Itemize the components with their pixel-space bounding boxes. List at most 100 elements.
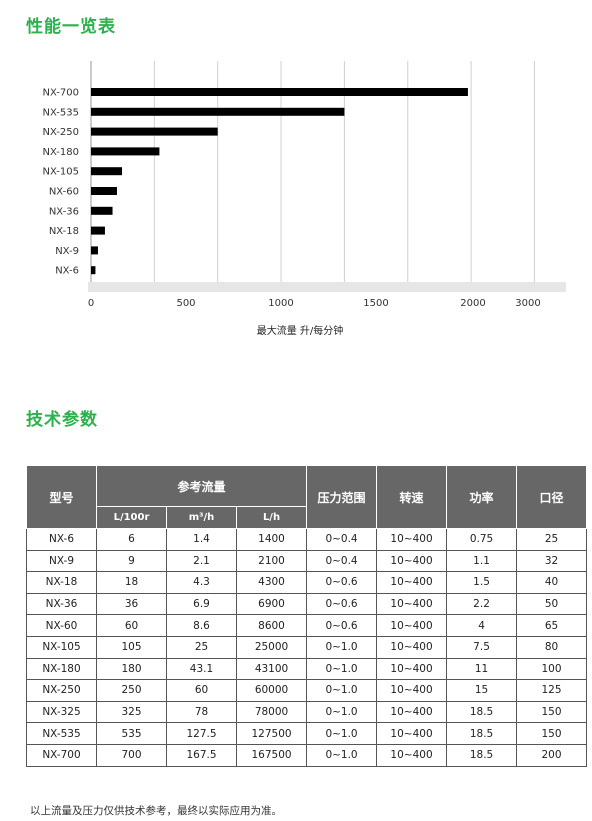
table-cell: NX-250 xyxy=(26,679,97,702)
table-cell: 150 xyxy=(516,722,588,745)
x-tick-label: 1500 xyxy=(363,298,388,309)
bar xyxy=(91,187,117,195)
table-cell: 0~1.0 xyxy=(306,657,378,681)
table-cell: 0~0.6 xyxy=(306,592,378,616)
table-cell: NX-535 xyxy=(26,722,97,745)
table-cell: 125 xyxy=(516,679,588,702)
table-cell: 1.4 xyxy=(166,528,237,551)
table-cell: 0.75 xyxy=(446,528,518,551)
table-cell: NX-18 xyxy=(26,571,97,594)
bar xyxy=(91,206,113,215)
bar xyxy=(91,266,96,275)
x-tick-label: 2000 xyxy=(460,298,485,309)
table-cell: 18.5 xyxy=(446,722,518,745)
chart-grid xyxy=(90,61,535,287)
table-cell: 2.1 xyxy=(166,549,237,573)
table-cell: 9 xyxy=(96,549,167,573)
category-label: NX-36 xyxy=(49,206,79,217)
table-cell: 43.1 xyxy=(166,657,237,681)
table-cell: 60 xyxy=(166,679,237,702)
table-cell: 8.6 xyxy=(166,614,237,637)
table-cell: 0~0.6 xyxy=(306,614,378,637)
table-cell: 6.9 xyxy=(166,592,237,616)
table-cell: 18.5 xyxy=(446,743,518,767)
category-label: NX-700 xyxy=(42,88,79,99)
table-cell: 60 xyxy=(96,614,167,637)
table-cell: 0~1.0 xyxy=(306,700,378,724)
table-cell: 40 xyxy=(516,571,588,594)
table-cell: 25 xyxy=(166,635,237,659)
table-cell: 10~400 xyxy=(376,592,448,616)
table-cell: NX-180 xyxy=(26,657,97,681)
table-cell: 78 xyxy=(166,700,237,724)
bar xyxy=(91,246,98,255)
table-cell: 10~400 xyxy=(376,549,448,573)
category-label: NX-250 xyxy=(42,127,79,138)
table-section-title: 技术参数 xyxy=(26,410,98,430)
table-cell: 4 xyxy=(446,614,518,637)
table-cell: 32 xyxy=(516,549,588,573)
footnote: 以上流量及压力仅供技术参考，最终以实际应用为准。 xyxy=(30,805,282,817)
category-label: NX-60 xyxy=(49,187,79,198)
table-cell: 167.5 xyxy=(166,743,237,767)
table-cell: 1400 xyxy=(235,528,308,551)
header-power: 功率 xyxy=(446,465,518,529)
header-flow-group: 参考流量 xyxy=(95,465,308,507)
table-cell: 11 xyxy=(446,657,518,681)
table-cell: 10~400 xyxy=(376,679,448,702)
table-row: NX-9 9 2.1 2100 0~0.4 10~400 1.1 32 xyxy=(26,549,588,573)
table-cell: 10~400 xyxy=(376,657,448,681)
table-cell: 65 xyxy=(516,614,588,637)
table-cell: NX-105 xyxy=(26,635,97,659)
table-row: NX-6 6 1.4 1400 0~0.4 10~400 0.75 25 xyxy=(26,528,588,551)
table-cell: NX-6 xyxy=(26,528,97,551)
table-cell: 25000 xyxy=(235,635,308,659)
bar xyxy=(91,167,123,176)
table-cell: 25 xyxy=(516,528,588,551)
bar xyxy=(91,127,218,136)
table-cell: 0~0.6 xyxy=(306,571,378,594)
table-row: NX-18 18 4.3 4300 0~0.6 10~400 1.5 40 xyxy=(26,571,588,594)
table-cell: 105 xyxy=(96,635,167,659)
table-cell: 0~1.0 xyxy=(306,722,378,745)
table-cell: 15 xyxy=(446,679,518,702)
table-cell: 0~0.4 xyxy=(306,528,378,551)
chart-category-labels: NX-700 NX-535 NX-250 NX-180 NX-105 NX-60 NX-36… xyxy=(42,88,79,277)
table-cell: NX-700 xyxy=(26,743,97,767)
chart-bars xyxy=(91,88,468,275)
x-tick-label: 500 xyxy=(176,298,195,309)
table-cell: 10~400 xyxy=(376,635,448,659)
table-cell: 80 xyxy=(516,635,588,659)
header-flow-lh: L/h xyxy=(235,506,308,529)
category-label: NX-18 xyxy=(49,226,79,237)
table-cell: 10~400 xyxy=(376,571,448,594)
table-cell: 2100 xyxy=(235,549,308,573)
header-pressure: 压力范围 xyxy=(306,465,378,529)
spec-table-body: NX-6 6 1.4 1400 0~0.4 10~400 0.75 25 NX-9 9 2.1 210… xyxy=(26,528,588,767)
table-cell: 43100 xyxy=(235,657,308,681)
table-cell: 167500 xyxy=(235,743,308,767)
chart-section-title: 性能一览表 xyxy=(26,17,116,37)
table-cell: NX-36 xyxy=(26,592,97,616)
x-tick-label: 3000 xyxy=(515,298,540,309)
bar xyxy=(91,147,160,156)
table-cell: 250 xyxy=(96,679,167,702)
table-cell: 127500 xyxy=(235,722,308,745)
x-tick-label: 0 xyxy=(88,298,94,309)
category-label: NX-180 xyxy=(42,147,79,158)
table-cell: 0~1.0 xyxy=(306,635,378,659)
table-cell: 127.5 xyxy=(166,722,237,745)
chart-x-axis-label: 最大流量 升/每分钟 xyxy=(257,324,344,337)
table-cell: 10~400 xyxy=(376,722,448,745)
table-cell: 10~400 xyxy=(376,528,448,551)
table-cell: 60000 xyxy=(235,679,308,702)
table-cell: 1.5 xyxy=(446,571,518,594)
table-cell: NX-60 xyxy=(26,614,97,637)
table-cell: 325 xyxy=(96,700,167,724)
chart-tick-labels: 0 500 1000 1500 2000 3000 xyxy=(88,298,541,309)
table-cell: NX-325 xyxy=(26,700,97,724)
table-cell: 6 xyxy=(96,528,167,551)
table-row: NX-105 105 25 25000 0~1.0 10~400 7.5 80 xyxy=(26,635,588,659)
table-row: NX-60 60 8.6 8600 0~0.6 10~400 4 65 xyxy=(26,614,588,637)
header-bore: 口径 xyxy=(516,465,588,529)
